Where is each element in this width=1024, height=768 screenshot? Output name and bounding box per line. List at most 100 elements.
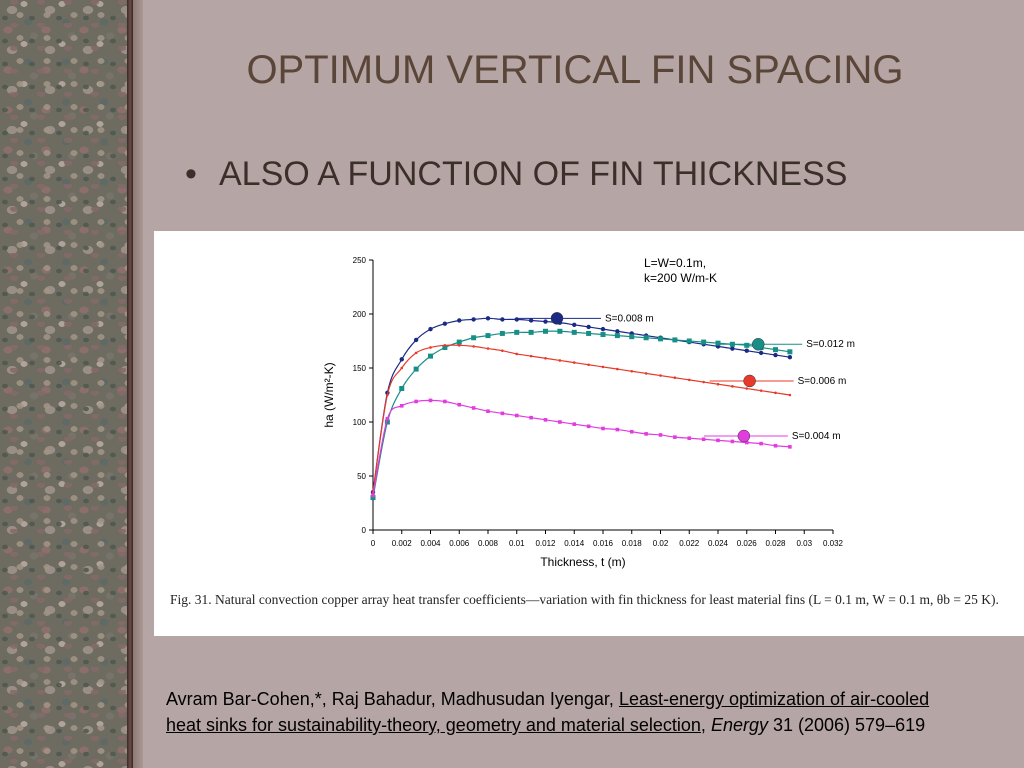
data-point-s-0-012-m — [528, 329, 534, 335]
chart-annotation: L=W=0.1m, — [644, 256, 706, 270]
data-point-s-0-006-m — [558, 359, 562, 362]
data-point-s-0-004-m — [457, 402, 462, 407]
data-point-s-0-006-m — [673, 376, 677, 380]
data-point-s-0-004-m — [514, 413, 519, 418]
x-tick-label: 0.022 — [679, 539, 700, 548]
data-point-s-0-004-m — [558, 420, 562, 424]
x-tick-label: 0.032 — [823, 539, 844, 548]
series-label-s-0-008-m: S=0.008 m — [605, 313, 654, 324]
data-point-s-0-006-m — [544, 356, 547, 360]
reference-title-link[interactable]: Least-energy optimization of air-cooled … — [166, 689, 930, 735]
data-point-s-0-006-m — [386, 393, 389, 397]
data-point-s-0-012-m — [614, 333, 620, 339]
sidebar-divider-light — [133, 0, 143, 768]
data-point-s-0-006-m — [400, 366, 404, 370]
data-point-s-0-008-m — [773, 352, 778, 358]
data-point-s-0-004-m — [716, 438, 720, 443]
data-point-s-0-004-m — [572, 422, 577, 426]
x-tick-label: 0.012 — [535, 539, 556, 548]
data-point-s-0-012-m — [744, 342, 750, 348]
x-axis-label: Thickness, t (m) — [540, 555, 625, 569]
reference-volume: 31 (2006) 579–619 — [767, 715, 926, 735]
data-point-s-0-012-m — [600, 332, 606, 338]
y-tick-label: 50 — [357, 472, 366, 481]
data-point-s-0-006-m — [759, 389, 763, 392]
data-point-s-0-004-m — [529, 415, 533, 420]
series-label-s-0-004-m: S=0.004 m — [792, 431, 841, 442]
x-tick-label: 0 — [371, 539, 376, 548]
data-point-s-0-008-m — [744, 348, 749, 353]
data-point-s-0-004-m — [385, 416, 390, 421]
callout-marker-s-0-006-m — [743, 374, 756, 388]
data-point-s-0-006-m — [457, 344, 461, 347]
caption-lead: Fig. 31. Natural convection copper array… — [170, 592, 806, 607]
x-tick-label: 0.004 — [420, 539, 441, 548]
data-point-s-0-012-m — [586, 330, 592, 336]
data-point-s-0-004-m — [773, 443, 778, 448]
data-point-s-0-008-m — [586, 324, 591, 330]
x-tick-label: 0.008 — [478, 539, 499, 548]
chart-annotation: k=200 W/m-K — [644, 271, 717, 285]
data-point-s-0-006-m — [587, 363, 590, 367]
data-point-s-0-012-m — [571, 329, 577, 335]
data-point-s-0-008-m — [787, 355, 793, 360]
caption-params: (L = 0.1 m, W = 0.1 m, θb = 25 K). — [808, 592, 999, 607]
y-tick-label: 250 — [353, 256, 367, 265]
data-point-s-0-006-m — [616, 367, 619, 371]
data-point-s-0-006-m — [745, 387, 749, 390]
data-point-s-0-004-m — [399, 404, 404, 408]
data-point-s-0-012-m — [672, 337, 678, 343]
data-point-s-0-012-m — [686, 338, 692, 344]
data-point-s-0-006-m — [572, 361, 576, 364]
data-point-s-0-004-m — [629, 429, 634, 434]
data-point-s-0-004-m — [601, 426, 605, 431]
bullet-text: ALSO A FUNCTION OF FIN THICKNESS — [219, 155, 848, 193]
bullet-item: • ALSO A FUNCTION OF FIN THICKNESS — [185, 155, 847, 194]
data-point-s-0-012-m — [557, 328, 563, 334]
data-point-s-0-012-m — [773, 347, 778, 353]
data-point-s-0-006-m — [501, 349, 504, 353]
data-point-s-0-004-m — [658, 433, 663, 437]
data-point-s-0-012-m — [413, 366, 419, 372]
data-point-s-0-004-m — [744, 440, 749, 445]
series-line-s-0-006-m — [372, 344, 790, 493]
data-point-s-0-004-m — [701, 437, 706, 442]
data-point-s-0-008-m — [428, 326, 433, 332]
data-point-s-0-008-m — [471, 317, 476, 322]
bullet-dot: • — [185, 155, 197, 193]
data-point-s-0-012-m — [399, 386, 405, 392]
data-point-s-0-004-m — [486, 409, 490, 413]
slide-title: OPTIMUM VERTICAL FIN SPACING — [246, 48, 904, 92]
y-axis-label: ha (W/m²-K) — [322, 362, 336, 427]
data-point-s-0-004-m — [543, 418, 548, 422]
data-point-s-0-006-m — [716, 382, 720, 386]
data-point-s-0-008-m — [413, 337, 419, 343]
stone-texture-sidebar — [0, 0, 127, 768]
data-point-s-0-006-m — [414, 351, 418, 355]
x-tick-label: 0.024 — [708, 539, 729, 548]
series-label-s-0-012-m: S=0.012 m — [806, 339, 855, 350]
data-point-s-0-004-m — [730, 439, 735, 444]
x-tick-label: 0.006 — [449, 539, 470, 548]
data-point-s-0-006-m — [630, 369, 634, 373]
callout-marker-s-0-008-m — [550, 312, 564, 325]
x-tick-label: 0.026 — [737, 539, 758, 548]
series-label-s-0-006-m: S=0.006 m — [798, 376, 847, 387]
chart: 0 0.002 0.004 0.006 0.008 0.01 0.012 0.014 0.016… — [322, 256, 855, 569]
figure-caption: Fig. 31. Natural convection copper array… — [170, 591, 1018, 609]
data-point-s-0-008-m — [528, 318, 534, 323]
data-point-s-0-008-m — [615, 329, 620, 334]
x-tick-label: 0.018 — [622, 539, 643, 548]
data-point-s-0-012-m — [384, 419, 390, 425]
data-point-s-0-008-m — [485, 316, 491, 321]
data-point-s-0-012-m — [715, 340, 721, 346]
data-point-s-0-008-m — [572, 322, 577, 327]
reference-authors: Avram Bar-Cohen,*, Raj Bahadur, Madhusud… — [166, 689, 619, 709]
reference-citation: Avram Bar-Cohen,*, Raj Bahadur, Madhusud… — [166, 686, 956, 738]
data-point-s-0-012-m — [485, 333, 491, 339]
data-point-s-0-006-m — [429, 346, 432, 349]
callout-marker-s-0-012-m — [752, 337, 765, 351]
data-point-s-0-008-m — [500, 317, 505, 322]
data-point-s-0-004-m — [759, 441, 763, 446]
x-tick-label: 0.02 — [653, 539, 669, 548]
